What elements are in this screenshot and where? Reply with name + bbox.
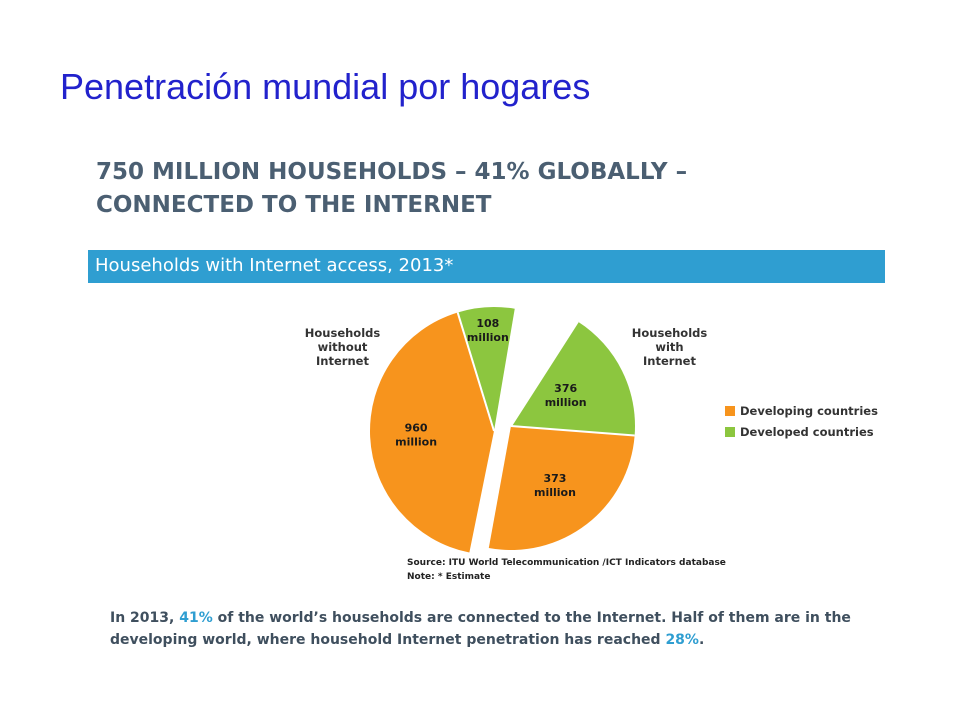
slide-title: Penetración mundial por hogares — [60, 66, 591, 107]
callout-with-internet: Households with Internet — [627, 326, 712, 368]
chart-title: Households with Internet access, 2013* — [95, 255, 454, 276]
pie-label-376: 376 — [554, 382, 577, 395]
pie-label-376: million — [545, 396, 587, 409]
caption-text: . — [698, 632, 705, 648]
pie-slice-without-developing — [369, 312, 494, 553]
legend-label: Developing countries — [740, 403, 878, 418]
note-line: Note: * Estimate — [407, 572, 491, 582]
caption-line-2: developing world, where household Intern… — [110, 629, 900, 651]
pie-label-373: million — [534, 486, 576, 499]
callout-without-line: without — [317, 340, 368, 354]
pie-label-960: 960 — [405, 421, 428, 434]
legend-item-developing: Developing countries — [725, 400, 878, 421]
legend-item-developed: Developed countries — [725, 421, 878, 442]
pie-label-960: million — [395, 435, 437, 448]
pie-slice-without-developed — [457, 306, 515, 431]
pie-slice-separator — [510, 321, 579, 427]
pie-slice-with-developed — [511, 321, 635, 436]
callout-without-line: Internet — [316, 354, 369, 368]
headline: 750 MILLION HOUSEHOLDS – 41% GLOBALLY – … — [96, 156, 856, 222]
legend-swatch-developed — [725, 426, 735, 437]
caption-text: In 2013, — [110, 610, 180, 626]
caption-text: developing world, where household Intern… — [110, 632, 666, 648]
pie-label-373: 373 — [543, 472, 566, 485]
callout-without-internet: Households without Internet — [300, 326, 385, 368]
legend-label: Developed countries — [740, 424, 874, 439]
headline-line-1: 750 MILLION HOUSEHOLDS – 41% GLOBALLY – — [96, 159, 688, 185]
legend-swatch-developing — [725, 405, 735, 416]
callout-with-line: Internet — [643, 354, 696, 368]
pie-slice-with-developing — [488, 426, 635, 551]
caption-text: of the world’s households are connected … — [212, 610, 851, 626]
pie-slice-separator — [510, 425, 635, 437]
chart-legend: Developing countries Developed countries — [725, 400, 878, 442]
chart-title-banner: Households with Internet access, 2013* — [88, 250, 885, 283]
caption-highlight: 41% — [179, 610, 213, 626]
pie-label-108: million — [467, 331, 509, 344]
callout-with-line: Households — [631, 326, 708, 340]
caption-line-1: In 2013, 41% of the world’s households a… — [110, 607, 900, 629]
source-line: Source: ITU World Telecommunication /ICT… — [407, 558, 726, 568]
chart-source-note: Source: ITU World Telecommunication /ICT… — [407, 556, 726, 584]
pie-label-108: 108 — [476, 317, 499, 330]
callout-with-line: with — [655, 340, 684, 354]
caption-highlight: 28% — [665, 632, 699, 648]
summary-caption: In 2013, 41% of the world’s households a… — [110, 607, 900, 651]
headline-line-2: CONNECTED TO THE INTERNET — [96, 192, 492, 218]
pie-slice-separator — [456, 312, 495, 432]
callout-without-line: Households — [304, 326, 381, 340]
